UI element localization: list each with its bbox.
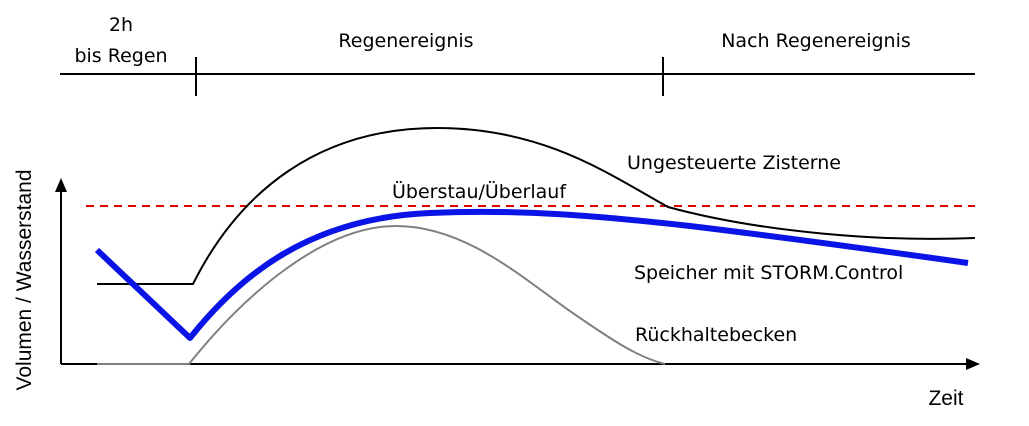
y-axis-label: Volumen / Wasserstand [13,170,36,391]
curves [94,126,976,365]
uncontrolled-cistern-curve [97,126,976,285]
overflow-threshold: Überstau/Überlauf [86,180,975,207]
curve-labels: Ungesteuerte Zisterne Speicher mit STORM… [627,152,903,346]
phase-before-line1: 2h [109,14,133,36]
phase-before-line2: bis Regen [74,45,167,67]
phase-during-label: Regenereignis [338,30,473,52]
x-axis-arrow-icon [966,358,980,370]
x-axis-label: Zeit [928,387,963,410]
y-axis-arrow-icon [55,178,67,192]
axes: Volumen / Wasserstand Zeit [13,170,980,410]
storm-control-storage-curve [94,208,969,341]
storm-control-label: Speicher mit STORM.Control [634,262,903,284]
overflow-threshold-label: Überstau/Überlauf [392,180,567,203]
retention-basin-curve [97,224,666,365]
uncontrolled-cistern-label: Ungesteuerte Zisterne [627,152,841,174]
phase-timeline: 2h bis Regen Regenereignis Nach Regenere… [60,14,975,96]
phase-after-label: Nach Regenereignis [721,30,911,52]
retention-basin-label: Rückhaltebecken [635,324,797,346]
